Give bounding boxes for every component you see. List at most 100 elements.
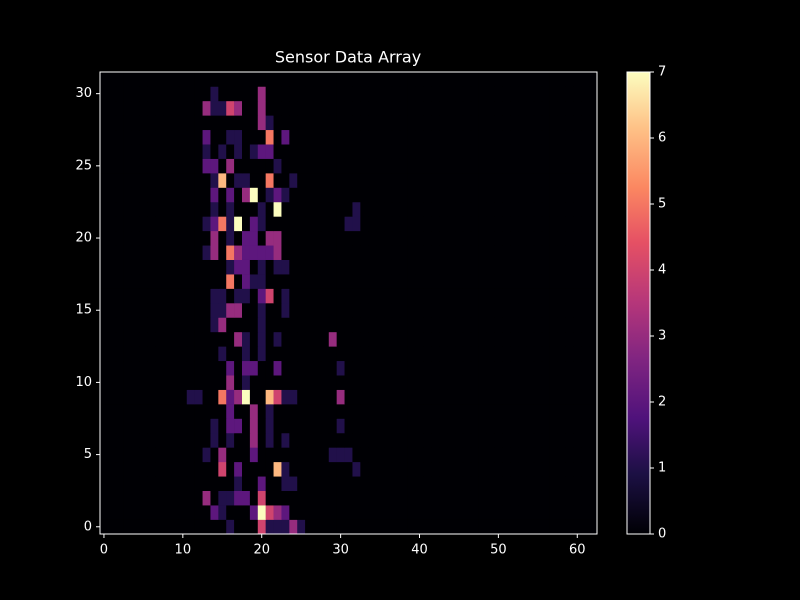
cell xyxy=(510,303,519,318)
cell xyxy=(336,86,345,102)
cell xyxy=(352,187,361,203)
cell xyxy=(139,404,148,419)
cell xyxy=(320,274,330,289)
cell xyxy=(510,274,519,289)
cell xyxy=(242,360,251,376)
cell xyxy=(399,187,408,203)
cell xyxy=(336,201,345,217)
cell xyxy=(391,317,401,333)
cell xyxy=(155,490,164,506)
cell xyxy=(313,259,322,275)
cell xyxy=(194,72,203,87)
cell xyxy=(423,230,432,246)
cell xyxy=(281,331,290,347)
cell xyxy=(289,129,298,145)
cell xyxy=(447,505,456,520)
cell xyxy=(391,346,401,362)
cell xyxy=(494,418,503,434)
cell xyxy=(171,505,180,520)
cell xyxy=(541,72,550,87)
cell xyxy=(486,346,495,362)
cell xyxy=(368,72,377,87)
cell xyxy=(368,173,377,188)
cell xyxy=(320,476,330,491)
plot-frame xyxy=(99,71,598,535)
cell xyxy=(242,100,251,116)
cell xyxy=(242,404,251,419)
cell xyxy=(123,331,132,347)
cell xyxy=(399,317,408,333)
cell xyxy=(336,129,345,145)
cell xyxy=(494,115,503,131)
cell xyxy=(557,447,566,463)
cell xyxy=(573,476,582,491)
cell xyxy=(494,317,503,333)
cell xyxy=(115,115,124,131)
cell xyxy=(423,447,432,463)
cell xyxy=(518,259,527,275)
cell xyxy=(415,331,424,347)
cell xyxy=(581,519,590,535)
cell xyxy=(526,187,535,203)
cell xyxy=(431,476,440,491)
cell xyxy=(447,331,456,347)
cell xyxy=(297,72,306,87)
cell xyxy=(526,317,535,333)
cell xyxy=(234,346,243,362)
cell xyxy=(455,230,464,246)
cell xyxy=(147,476,156,491)
cell xyxy=(470,274,479,289)
cell xyxy=(328,490,337,506)
cell xyxy=(423,115,432,131)
cell xyxy=(549,331,558,347)
cell xyxy=(360,288,369,304)
cell xyxy=(297,216,306,232)
cell xyxy=(502,129,511,145)
cell xyxy=(257,187,266,203)
cell xyxy=(328,216,337,232)
cell xyxy=(533,115,543,131)
cell xyxy=(297,389,306,405)
cell xyxy=(557,158,566,174)
cell xyxy=(455,476,464,491)
cell xyxy=(368,86,377,102)
cell xyxy=(391,331,401,347)
cell xyxy=(100,158,109,174)
cell xyxy=(549,245,558,260)
cell xyxy=(486,245,495,260)
cell xyxy=(478,129,487,145)
cell xyxy=(234,404,243,419)
cell xyxy=(462,476,472,491)
cell xyxy=(336,274,345,289)
cell xyxy=(273,187,282,203)
cell xyxy=(407,201,416,217)
cell xyxy=(320,360,330,376)
cell xyxy=(589,432,598,448)
cell xyxy=(100,100,109,116)
cell xyxy=(565,274,574,289)
cell xyxy=(202,201,211,217)
cell xyxy=(155,187,164,203)
cell xyxy=(573,432,582,448)
cell xyxy=(297,259,306,275)
cell xyxy=(360,230,369,246)
cell xyxy=(447,201,456,217)
cell xyxy=(376,274,385,289)
cell xyxy=(581,216,590,232)
cell xyxy=(131,418,140,434)
cell xyxy=(415,72,424,87)
cell xyxy=(549,346,558,362)
cell xyxy=(518,476,527,491)
cell xyxy=(139,317,148,333)
cell xyxy=(533,331,543,347)
cell xyxy=(297,303,306,318)
cell xyxy=(533,346,543,362)
cell xyxy=(336,245,345,260)
cell xyxy=(565,187,574,203)
cell xyxy=(391,86,401,102)
cell xyxy=(573,100,582,116)
cell xyxy=(478,317,487,333)
cell xyxy=(305,447,314,463)
cell xyxy=(210,360,219,376)
cell xyxy=(281,346,290,362)
